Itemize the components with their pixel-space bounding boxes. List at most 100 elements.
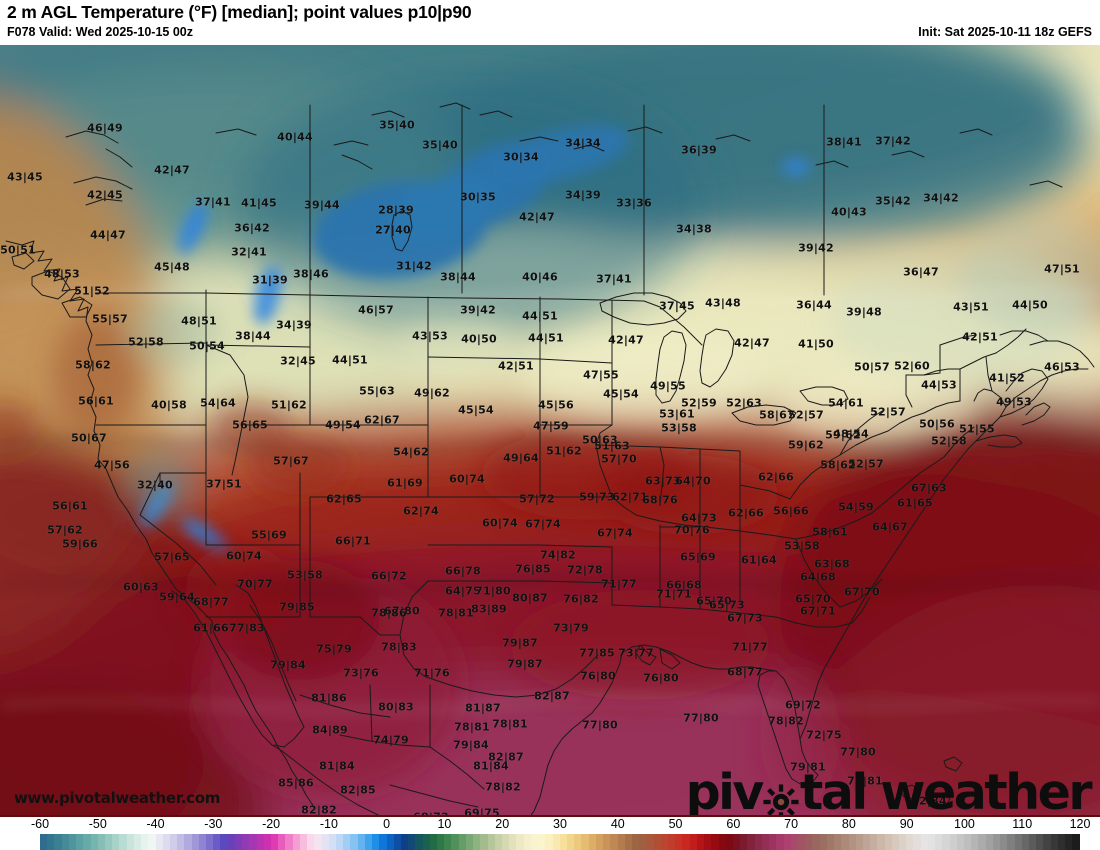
colorbar-swatch [386,834,394,850]
colorbar-swatch [487,834,495,850]
colorbar-swatch [126,834,134,850]
colorbar-swatch [256,834,264,850]
colorbar-swatch [566,834,575,850]
colorbar-swatch [653,834,661,850]
colorbar-tick: 80 [841,817,856,831]
colorbar-swatch [148,834,156,850]
colorbar-tick: 40 [610,817,625,831]
colorbar-swatch [595,834,604,850]
colorbar-swatch [47,834,55,850]
colorbar-swatch [920,834,928,850]
colorbar-swatch [242,834,250,850]
colorbar-swatch [538,834,546,850]
colorbar-swatch [530,834,539,850]
colorbar-tick: 100 [954,817,975,831]
colorbar-swatch [509,834,517,850]
colorbar-tick-labels: -60 -50 -40 -30 -20 -10 0 10 20 30 40 50 60 70 80 90 100… [0,817,1100,834]
colorbar-swatch [54,834,62,850]
colorbar-swatch [40,834,48,850]
colorbar-swatch [552,834,560,850]
colorbar-swatch [83,834,91,850]
colorbar-swatch [458,834,466,850]
colorbar-swatch [350,834,358,850]
colorbar-swatch [624,834,632,850]
temperature-map[interactable]: 46|49 40|44 35|40 35|40 30|34 34|34 36|39 38|41… [0,45,1100,817]
colorbar-tick: -40 [146,817,165,831]
colorbar-swatch [429,834,438,850]
colorbar-swatch [689,834,697,850]
colorbar-swatch [263,834,271,850]
colorbar-swatch [1028,834,1037,850]
colorbar-swatch [220,834,228,850]
colorbar-tick: 70 [784,817,799,831]
colorbar-swatch [112,834,120,850]
colorbar-swatch [227,834,235,850]
colorbar-swatch [942,834,950,850]
colorbar-swatch [978,834,986,850]
colorbar-swatch [1057,834,1066,850]
colorbar-swatch [812,834,820,850]
colorbar-swatch [1021,834,1029,850]
colorbar-swatch [1072,834,1080,850]
colorbar-swatch [819,834,827,850]
colorbar-swatch [364,834,373,850]
colorbar-swatch [104,834,113,850]
colorbar-swatch [617,834,625,850]
colorbar-swatch [574,834,582,850]
colorbar-swatch [964,834,972,850]
colorbar-swatch [502,834,510,850]
watermark-url: www.pivotalweather.com [14,789,221,807]
colorbar-tick: -30 [204,817,223,831]
colorbar-tick: 30 [553,817,567,831]
colorbar-swatch [631,834,640,850]
colorbar-swatch [285,834,293,850]
colorbar-tick: -60 [30,817,50,831]
colorbar-swatch [834,834,842,850]
colorbar-swatch [155,834,163,850]
colorbar-swatch [696,834,705,850]
colorbar-swatch [465,834,474,850]
colorbar-swatch [184,834,192,850]
colorbar-swatch [400,834,409,850]
colorbar-swatch [956,834,964,850]
colorbar-swatch [769,834,777,850]
colorbar-swatch [1036,834,1044,850]
colorbar-swatch [299,834,308,850]
gear-sun-icon [763,775,799,815]
colorbar-swatch [805,834,813,850]
colorbar-tick: -20 [262,817,281,831]
colorbar-swatch [826,834,835,850]
colorbar-swatch [90,834,98,850]
colorbar-tick: 120 [1069,817,1091,831]
colorbar-tick: 110 [1012,817,1033,831]
colorbar-swatch [307,834,315,850]
colorbar-swatch [393,834,401,850]
colorbar-swatch [783,834,791,850]
colorbar-gradient [40,834,1080,850]
colorbar-swatch [733,834,741,850]
colorbar-swatch [213,834,221,850]
colorbar-legend[interactable]: -60 -50 -40 -30 -20 -10 0 10 20 30 40 50 60 70 80 90 100… [0,817,1100,850]
colorbar-tick: 90 [899,817,914,831]
colorbar-swatch [1000,834,1008,850]
contour-texture [0,286,1100,715]
colorbar-swatch [884,834,892,850]
colorbar-swatch [545,834,553,850]
colorbar-swatch [234,834,243,850]
colorbar-swatch [328,834,336,850]
colorbar-swatch [899,834,907,850]
cold-halo [240,75,700,335]
colorbar-swatch [747,834,755,850]
colorbar-swatch [191,834,199,850]
colorbar-swatch [740,834,748,850]
colorbar-swatch [927,834,936,850]
colorbar-swatch [451,834,459,850]
colorbar-swatch [141,834,149,850]
colorbar-swatch [133,834,142,850]
colorbar-swatch [198,834,207,850]
colorbar-swatch [639,834,647,850]
valid-time-label: F078 Valid: Wed 2025-10-15 00z [7,25,193,39]
colorbar-swatch [206,834,214,850]
colorbar-swatch [169,834,178,850]
colorbar-swatch [754,834,762,850]
